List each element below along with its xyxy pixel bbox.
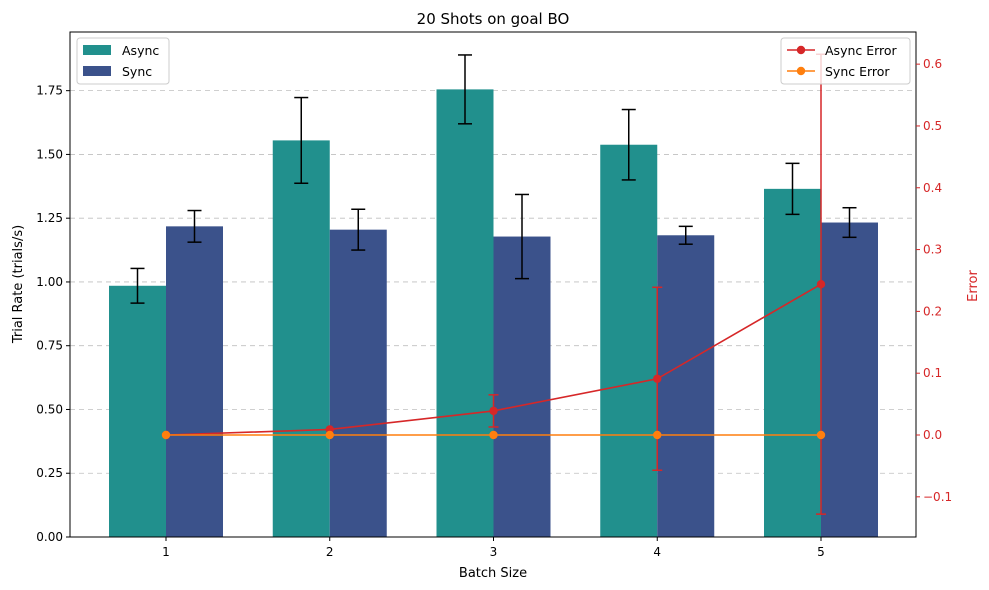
y-tick-label: 1.25 bbox=[36, 211, 63, 225]
y-axis-left: 0.00 0.25 0.50 0.75 1.00 1.25 1.50 1.75 bbox=[36, 84, 70, 544]
point-async-error bbox=[489, 406, 498, 416]
point-sync-error bbox=[161, 430, 171, 440]
bar-sync bbox=[821, 222, 878, 538]
legend-marker bbox=[796, 45, 806, 55]
error-lines bbox=[161, 53, 826, 515]
bar-async bbox=[600, 144, 658, 537]
x-tick-label: 4 bbox=[653, 545, 661, 559]
x-axis: 1 2 3 4 5 bbox=[162, 537, 825, 559]
bars bbox=[109, 89, 878, 538]
y-tick-label: 0.50 bbox=[36, 402, 63, 416]
point-sync-error bbox=[653, 430, 662, 440]
y-axis-right: −0.1 0.0 0.1 0.2 0.3 0.4 0.5 0.6 bbox=[916, 57, 952, 504]
y2-tick-label: 0.2 bbox=[923, 304, 942, 318]
x-tick-label: 1 bbox=[162, 545, 170, 559]
bar-sync bbox=[166, 226, 223, 537]
legend-label: Async Error bbox=[825, 43, 898, 58]
y-tick-label: 0.00 bbox=[36, 530, 63, 544]
bar-async bbox=[109, 285, 166, 537]
legend-lines: Async Error Sync Error bbox=[780, 37, 911, 85]
legend-label: Sync bbox=[122, 64, 152, 79]
y-tick-label: 1.75 bbox=[36, 84, 63, 98]
x-tick-label: 2 bbox=[326, 545, 334, 559]
bar-async bbox=[764, 188, 821, 537]
legend-marker bbox=[796, 66, 806, 76]
y2-tick-label: 0.1 bbox=[923, 366, 942, 380]
bar-async bbox=[272, 140, 330, 537]
y2-tick-label: 0.4 bbox=[923, 181, 942, 195]
legend-swatch bbox=[83, 45, 111, 55]
point-sync-error bbox=[325, 430, 334, 440]
legend-swatch bbox=[83, 66, 111, 76]
y2-tick-label: 0.6 bbox=[923, 57, 942, 71]
x-tick-label: 5 bbox=[817, 545, 825, 559]
y2-tick-label: 0.3 bbox=[923, 243, 942, 257]
point-async-error bbox=[653, 374, 662, 383]
bar-sync bbox=[493, 236, 551, 537]
y-tick-label: 1.50 bbox=[36, 147, 63, 161]
y2-tick-label: 0.5 bbox=[923, 119, 942, 133]
legend-label: Sync Error bbox=[825, 64, 890, 79]
y-tick-label: 0.25 bbox=[36, 466, 63, 480]
y2-tick-label: 0.0 bbox=[923, 428, 942, 442]
point-sync-error bbox=[816, 430, 826, 440]
bar-sync bbox=[329, 229, 387, 538]
y-axis-label: Trial Rate (trials/s) bbox=[11, 225, 26, 344]
bar-error-bars bbox=[130, 54, 857, 304]
legend-bars: Async Sync bbox=[76, 37, 170, 85]
bar-async bbox=[436, 89, 494, 538]
legend-label: Async bbox=[122, 43, 159, 58]
bar-sync bbox=[657, 235, 715, 537]
point-async-error bbox=[816, 279, 826, 289]
y-tick-label: 0.75 bbox=[36, 339, 63, 353]
x-tick-label: 3 bbox=[490, 545, 498, 559]
y2-axis-label: Error bbox=[966, 270, 981, 302]
y2-tick-label: −0.1 bbox=[923, 490, 952, 504]
y-tick-label: 1.00 bbox=[36, 275, 63, 289]
chart-title: 20 Shots on goal BO bbox=[417, 10, 570, 28]
point-sync-error bbox=[489, 430, 498, 440]
x-axis-label: Batch Size bbox=[459, 566, 527, 581]
